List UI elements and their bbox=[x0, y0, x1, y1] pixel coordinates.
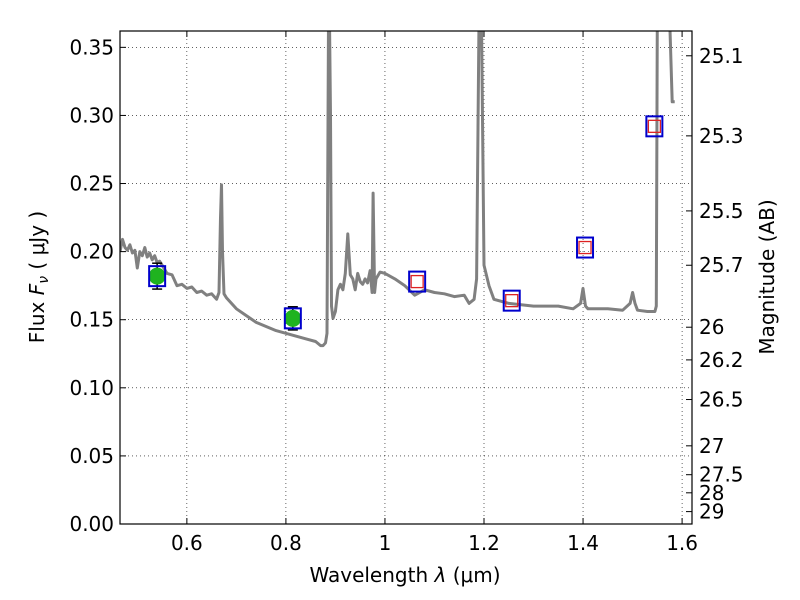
upper-limit-marker bbox=[647, 119, 662, 133]
y2-tick-label: 29 bbox=[699, 500, 724, 524]
y2-tick-label: 25.5 bbox=[699, 199, 744, 223]
y2-tick-label: 25.3 bbox=[699, 124, 744, 148]
y-tick-label: 0.30 bbox=[69, 103, 114, 127]
upper-limit-marker bbox=[410, 274, 424, 289]
model-sed-line bbox=[120, 31, 675, 348]
model-photometry-square bbox=[645, 115, 664, 138]
y2-tick-label: 26.5 bbox=[699, 388, 744, 412]
y2-tick-label: 27.5 bbox=[699, 463, 744, 487]
y-tick-label: 0.15 bbox=[69, 308, 114, 332]
y2-tick-label: 28 bbox=[699, 481, 724, 505]
x-tick-label: 1.2 bbox=[468, 531, 500, 555]
observed-photometry-point bbox=[284, 309, 302, 327]
y-tick-label: 0.35 bbox=[69, 35, 114, 59]
axis-ticks: 0.6 0.8 1 1.2 1.4 1.6 0.00 0.05 0.10 0.15 0.20 0.25… bbox=[69, 31, 744, 555]
model-photometry-square bbox=[502, 289, 521, 312]
model-photometry-square bbox=[148, 265, 167, 288]
model-photometry-square bbox=[576, 236, 595, 259]
upper-limit-marker bbox=[505, 294, 519, 308]
y2-tick-label: 25.7 bbox=[699, 253, 744, 277]
y-tick-label: 0.05 bbox=[69, 444, 114, 468]
y-axis-label: Flux Fν ( μJy ) bbox=[25, 211, 52, 343]
x-tick-label: 0.6 bbox=[171, 531, 203, 555]
y2-tick-label: 25.1 bbox=[699, 44, 744, 68]
y2-tick-label: 27 bbox=[699, 434, 724, 458]
x-axis-label: Wavelength λ (μm) bbox=[309, 563, 500, 587]
model-photometry-square bbox=[283, 307, 302, 330]
y-tick-label: 0.25 bbox=[69, 172, 114, 196]
plot-frame bbox=[119, 30, 693, 525]
x-tick-label: 0.8 bbox=[270, 531, 302, 555]
y2-tick-label: 26 bbox=[699, 315, 724, 339]
y-tick-label: 0.20 bbox=[69, 240, 114, 264]
y2-tick-label: 26.2 bbox=[699, 348, 744, 372]
plot-area bbox=[120, 31, 675, 348]
y2-axis-label: Magnitude (AB) bbox=[755, 199, 779, 354]
upper-limit-marker bbox=[578, 240, 592, 255]
model-photometry-square bbox=[408, 270, 427, 293]
observed-photometry-point bbox=[148, 267, 166, 285]
x-tick-label: 1 bbox=[379, 531, 392, 555]
x-tick-label: 1.4 bbox=[567, 531, 599, 555]
x-tick-label: 1.6 bbox=[666, 531, 698, 555]
y-tick-label: 0.10 bbox=[69, 376, 114, 400]
y-tick-label: 0.00 bbox=[69, 512, 114, 536]
